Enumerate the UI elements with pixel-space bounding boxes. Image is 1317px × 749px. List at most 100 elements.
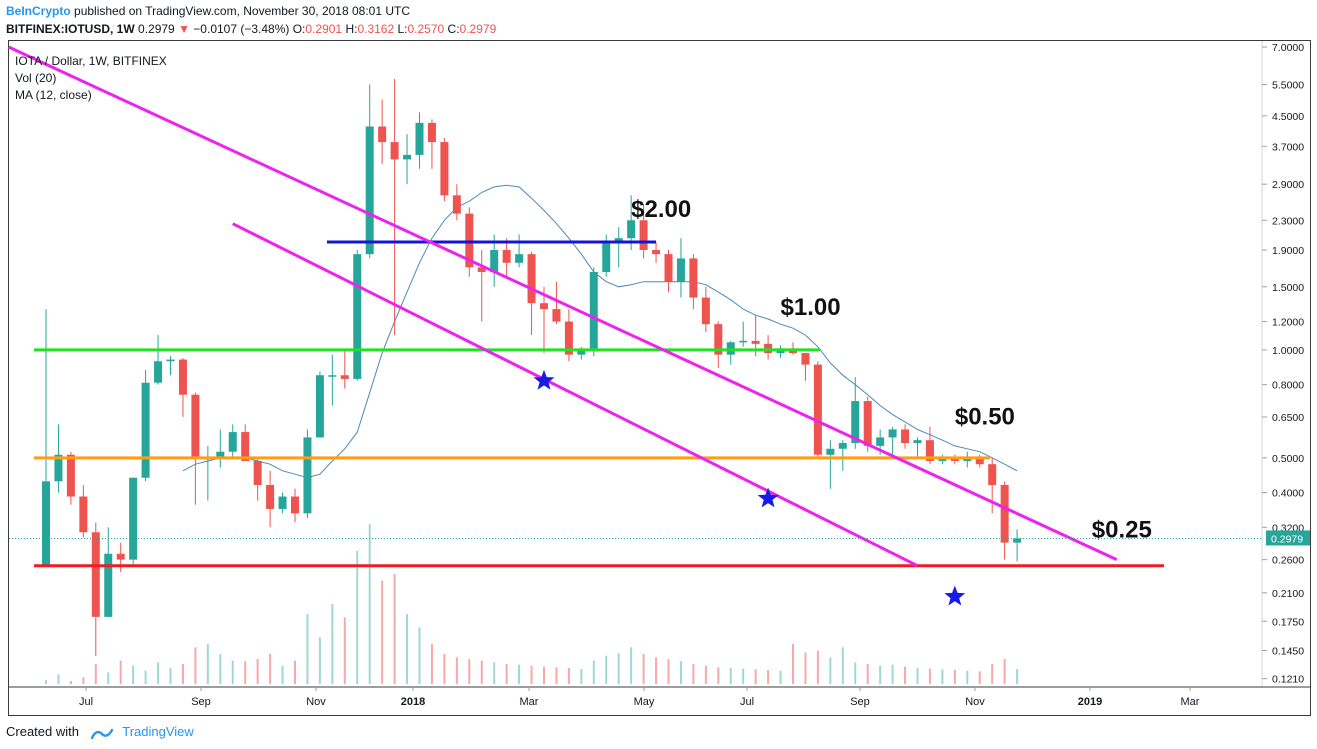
candle-body[interactable] xyxy=(639,220,648,251)
candle-body[interactable] xyxy=(241,432,250,461)
candle-body[interactable] xyxy=(91,532,100,617)
candle-body[interactable] xyxy=(540,303,548,310)
candle-body[interactable] xyxy=(340,375,349,379)
volume-bar xyxy=(978,671,981,684)
candle-body[interactable] xyxy=(1013,538,1022,543)
candle-body[interactable] xyxy=(851,401,860,443)
candle-body[interactable] xyxy=(104,553,113,617)
candle-body[interactable] xyxy=(739,340,748,343)
footer-tradingview[interactable]: TradingView xyxy=(122,724,194,739)
candle-body[interactable] xyxy=(950,457,959,461)
candle-body[interactable] xyxy=(390,142,399,160)
candle-body[interactable] xyxy=(1000,484,1009,543)
candle-body[interactable] xyxy=(988,464,997,485)
candle-body[interactable] xyxy=(253,460,262,485)
candle-body[interactable] xyxy=(403,154,412,160)
candle-body[interactable] xyxy=(689,258,698,298)
volume-bar xyxy=(816,650,819,684)
candle-body[interactable] xyxy=(328,375,337,377)
candle-body[interactable] xyxy=(54,454,63,482)
candle-body[interactable] xyxy=(938,457,947,461)
candle-body[interactable] xyxy=(701,297,710,325)
candle-body[interactable] xyxy=(502,250,511,263)
y-tick-label: 0.2600 xyxy=(1272,555,1304,567)
candle-body[interactable] xyxy=(527,254,536,304)
volume-bar xyxy=(82,677,85,684)
candle-body[interactable] xyxy=(751,340,760,344)
legend-title: IOTA / Dollar, 1W, BITFINEX xyxy=(15,54,167,68)
x-tick-label: Sep xyxy=(191,696,211,708)
candle-body[interactable] xyxy=(614,238,623,243)
candle-body[interactable] xyxy=(452,195,461,214)
candle-body[interactable] xyxy=(826,448,835,455)
y-tick-label: 1.2000 xyxy=(1272,317,1304,329)
trendline[interactable] xyxy=(8,45,1118,561)
candle-body[interactable] xyxy=(564,321,573,355)
candle-body[interactable] xyxy=(913,440,922,443)
footer: Created with TradingView xyxy=(6,724,194,739)
candle-body[interactable] xyxy=(129,477,138,560)
y-tick-label: 1.9000 xyxy=(1272,245,1304,257)
candle-body[interactable] xyxy=(477,267,486,272)
ohlc-low-label: L: xyxy=(397,22,408,36)
candle-body[interactable] xyxy=(813,364,822,455)
candle-body[interactable] xyxy=(79,496,88,533)
trendline[interactable] xyxy=(232,222,919,568)
candle-body[interactable] xyxy=(166,359,175,362)
candle-body[interactable] xyxy=(440,142,449,196)
candle-body[interactable] xyxy=(876,437,885,446)
candle-body[interactable] xyxy=(888,429,897,438)
candle-body[interactable] xyxy=(154,361,163,383)
candle-body[interactable] xyxy=(303,437,312,514)
candle-body[interactable] xyxy=(291,496,299,514)
candle-body[interactable] xyxy=(191,394,200,458)
volume-bar xyxy=(418,627,421,684)
candle-body[interactable] xyxy=(602,242,611,272)
candle-body[interactable] xyxy=(714,324,723,355)
candle-body[interactable] xyxy=(66,454,75,497)
candle-body[interactable] xyxy=(676,258,685,282)
candle-body[interactable] xyxy=(141,382,150,478)
candle-body[interactable] xyxy=(577,349,586,355)
candle-body[interactable] xyxy=(178,359,187,395)
volume-bar xyxy=(45,680,47,684)
candle-body[interactable] xyxy=(589,271,598,350)
candle-body[interactable] xyxy=(863,401,872,446)
candle-body[interactable] xyxy=(415,122,424,155)
candle-body[interactable] xyxy=(228,432,237,452)
candle-body[interactable] xyxy=(801,353,810,365)
candle-body[interactable] xyxy=(353,254,362,379)
candle-body[interactable] xyxy=(627,220,636,239)
candle-body[interactable] xyxy=(652,250,661,255)
candle-body[interactable] xyxy=(365,126,374,255)
volume-bar xyxy=(468,659,471,684)
moving-average xyxy=(182,184,1018,479)
candle-body[interactable] xyxy=(465,213,474,268)
candle-body[interactable] xyxy=(552,309,561,322)
candle-body[interactable] xyxy=(925,440,934,461)
candle-body[interactable] xyxy=(216,451,225,458)
candle-body[interactable] xyxy=(515,254,524,263)
y-tick-label: 0.1450 xyxy=(1272,646,1304,658)
volume-bar xyxy=(854,662,857,684)
ohlc-low: 0.2570 xyxy=(407,22,445,36)
candle-body[interactable] xyxy=(838,442,847,449)
candle-body[interactable] xyxy=(427,122,436,143)
candle-body[interactable] xyxy=(378,126,387,143)
candle-body[interactable] xyxy=(278,496,287,509)
candle-body[interactable] xyxy=(490,250,499,272)
candle-body[interactable] xyxy=(42,481,50,566)
chart-frame[interactable] xyxy=(8,40,1311,716)
volume-bar xyxy=(792,644,794,684)
candle-body[interactable] xyxy=(975,457,984,465)
candle-body[interactable] xyxy=(963,457,972,461)
volume-bar xyxy=(592,660,595,684)
candle-body[interactable] xyxy=(266,484,275,509)
star-icon xyxy=(757,487,779,508)
candle-body[interactable] xyxy=(116,553,125,560)
candle-body[interactable] xyxy=(315,375,324,438)
candle-body[interactable] xyxy=(901,429,910,443)
candle-body[interactable] xyxy=(664,254,673,282)
brand-name[interactable]: BeInCrypto xyxy=(6,4,71,18)
